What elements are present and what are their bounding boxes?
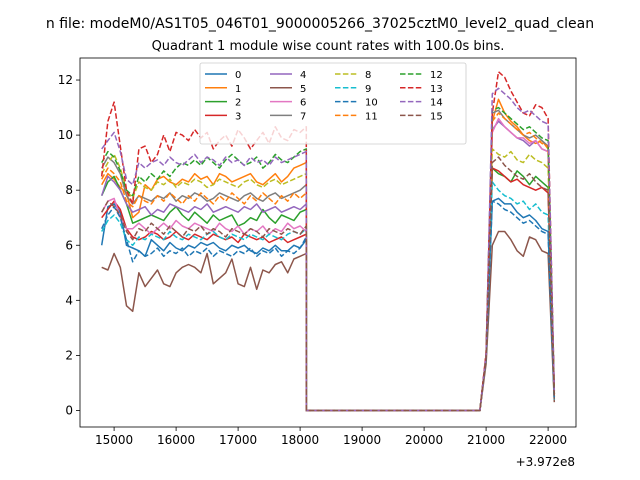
- y-axis: 0 2 4 6 8 10 12: [58, 73, 80, 417]
- legend-label-9: 9: [365, 84, 371, 95]
- legend-label-8: 8: [365, 70, 371, 81]
- x-axis-offset-label: +3.972e8: [516, 455, 575, 469]
- series-line-8: [101, 148, 556, 412]
- legend-label-5: 5: [300, 84, 306, 95]
- x-tick-label: 16000: [157, 433, 195, 447]
- y-tick-label: 8: [65, 183, 73, 197]
- y-tick-label: 10: [58, 128, 73, 142]
- x-axis: 15000 16000 17000 18000 19000 20000 21000 22000: [95, 427, 567, 447]
- y-tick-label: 4: [65, 293, 73, 307]
- x-tick-label: 15000: [95, 433, 133, 447]
- x-tick-label: 17000: [219, 433, 257, 447]
- legend-label-7: 7: [300, 111, 306, 122]
- legend-label-1: 1: [235, 84, 241, 95]
- legend-label-6: 6: [300, 98, 306, 109]
- x-tick-label: 19000: [343, 433, 381, 447]
- series-layer: [100, 71, 556, 412]
- y-tick-label: 2: [65, 348, 73, 362]
- series-line-4: [100, 120, 556, 412]
- legend-label-15: 15: [430, 111, 443, 122]
- x-tick-label: 20000: [405, 433, 443, 447]
- legend-label-11: 11: [365, 111, 378, 122]
- series-line-0: [100, 197, 556, 412]
- plot-area: 15000 16000 17000 18000 19000 20000 21000 22000…: [58, 57, 577, 447]
- x-tick-label: 22000: [529, 433, 567, 447]
- x-tick-label: 18000: [281, 433, 319, 447]
- series-line-15: [101, 156, 556, 412]
- legend-label-3: 3: [235, 111, 241, 122]
- x-tick-label: 21000: [467, 433, 505, 447]
- axes-frame: [79, 57, 577, 428]
- series-line-9: [101, 181, 556, 412]
- legend-label-12: 12: [430, 70, 443, 81]
- legend-label-14: 14: [430, 98, 443, 109]
- legend-label-0: 0: [235, 70, 241, 81]
- legend-box: [199, 62, 467, 145]
- legend-label-2: 2: [235, 98, 241, 109]
- y-tick-label: 0: [65, 403, 73, 417]
- y-tick-label: 12: [58, 73, 73, 87]
- legend-label-13: 13: [430, 84, 443, 95]
- y-tick-label: 6: [65, 238, 73, 252]
- legend-label-4: 4: [300, 70, 306, 81]
- legend-label-10: 10: [365, 98, 378, 109]
- chart-title: Quadrant 1 module wise count rates with …: [152, 39, 505, 54]
- figure-suptitle: n file: modeM0/AS1T05_046T01_9000005266_…: [46, 16, 594, 32]
